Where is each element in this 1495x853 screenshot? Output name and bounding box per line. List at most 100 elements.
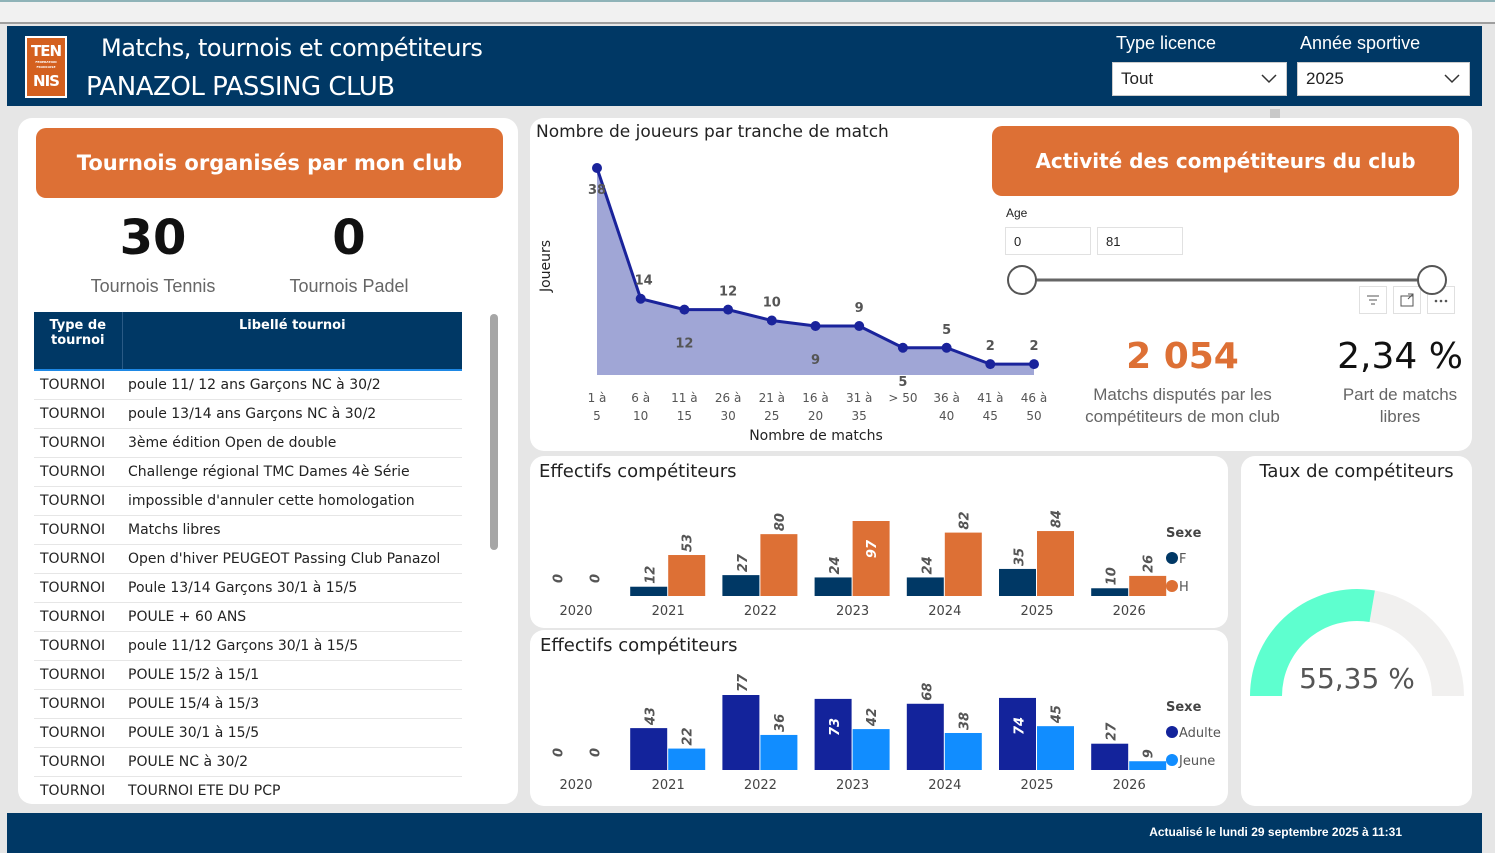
data-point[interactable] bbox=[592, 163, 602, 173]
resize-handle[interactable] bbox=[1270, 109, 1280, 120]
data-point[interactable] bbox=[766, 315, 777, 326]
data-label: 0 bbox=[552, 574, 567, 583]
data-point[interactable] bbox=[635, 293, 646, 304]
x-tick-label: 2023 bbox=[836, 778, 869, 793]
age-max-input[interactable]: 81 bbox=[1097, 227, 1183, 255]
data-point[interactable] bbox=[723, 304, 734, 315]
bar-jeune[interactable] bbox=[1129, 761, 1167, 770]
bar-jeune[interactable] bbox=[944, 732, 982, 770]
table-row[interactable]: TOURNOI POULE 15/2 à 15/1 bbox=[34, 660, 462, 690]
table-scrollbar[interactable] bbox=[490, 314, 498, 550]
legend-label[interactable]: Adulte bbox=[1179, 726, 1221, 741]
age-min-handle[interactable] bbox=[1007, 265, 1037, 295]
x-tick-label: 2022 bbox=[744, 778, 777, 793]
cell-libelle: POULE 15/2 à 15/1 bbox=[122, 660, 462, 690]
matchs-libres-value: 2,34 % bbox=[1337, 336, 1463, 377]
bar-f[interactable] bbox=[722, 575, 760, 596]
bar-h[interactable] bbox=[668, 555, 706, 596]
table-row[interactable]: TOURNOI poule 11/12 Garçons 30/1 à 15/5 bbox=[34, 631, 462, 661]
tournois-tennis-value: 30 bbox=[119, 210, 187, 266]
table-row[interactable]: TOURNOI POULE NC à 30/2 bbox=[34, 747, 462, 777]
table-row[interactable]: TOURNOI Open d'hiver PEUGEOT Passing Club… bbox=[34, 544, 462, 574]
table-row[interactable]: TOURNOI TOURNOI ETE DU PCP bbox=[34, 776, 462, 806]
type-licence-value: Tout bbox=[1121, 69, 1154, 88]
cell-libelle: Matchs libres bbox=[122, 515, 462, 545]
matchs-disputes-label: Matchs disputés par les compétiteurs de … bbox=[1070, 384, 1295, 428]
bar-f[interactable] bbox=[1091, 588, 1129, 596]
bar-f[interactable] bbox=[999, 568, 1036, 596]
data-label: 14 bbox=[635, 274, 653, 289]
x-tick-label: 2020 bbox=[559, 604, 592, 619]
focus-mode-icon[interactable] bbox=[1393, 286, 1421, 314]
annee-dropdown[interactable]: 2025 bbox=[1297, 62, 1470, 96]
bar-f[interactable] bbox=[906, 577, 944, 596]
bar-f[interactable] bbox=[630, 586, 668, 596]
filter-icon[interactable] bbox=[1359, 286, 1387, 314]
table-row[interactable]: TOURNOI POULE 15/4 à 15/3 bbox=[34, 689, 462, 719]
legend-marker[interactable] bbox=[1166, 726, 1178, 738]
data-label: 73 bbox=[828, 718, 843, 736]
data-label: 45 bbox=[1050, 705, 1065, 724]
table-row[interactable]: TOURNOI Matchs libres bbox=[34, 515, 462, 545]
table-row[interactable]: TOURNOI poule 11/ 12 ans Garçons NC à 30/… bbox=[34, 370, 462, 400]
table-row[interactable]: TOURNOI impossible d'annuler cette homolo… bbox=[34, 486, 462, 516]
bar-adulte[interactable] bbox=[906, 703, 944, 770]
bar-jeune[interactable] bbox=[852, 729, 890, 770]
x-axis-title: Nombre de matchs bbox=[749, 428, 883, 444]
age-min-input[interactable]: 0 bbox=[1005, 227, 1091, 255]
data-point[interactable] bbox=[854, 320, 865, 331]
bar-h[interactable] bbox=[1129, 575, 1167, 596]
data-label: 12 bbox=[675, 337, 693, 352]
data-label: 12 bbox=[719, 285, 737, 300]
legend-label[interactable]: F bbox=[1179, 552, 1186, 567]
data-label: 10 bbox=[1105, 567, 1120, 585]
bar-jeune[interactable] bbox=[760, 734, 798, 770]
data-point[interactable] bbox=[1029, 359, 1039, 370]
cell-libelle: poule 11/12 Garçons 30/1 à 15/5 bbox=[122, 631, 462, 661]
bar-adulte[interactable] bbox=[722, 695, 760, 770]
logo-text-top: TEN bbox=[30, 42, 62, 60]
table-row[interactable]: TOURNOI Challenge régional TMC Dames 4è S… bbox=[34, 457, 462, 487]
table-row[interactable]: TOURNOI Poule 13/14 Garçons 30/1 à 15/5 bbox=[34, 573, 462, 603]
x-tick-label: 2025 bbox=[1020, 604, 1053, 619]
matchs-libres-label: Part de matchs libres bbox=[1320, 384, 1480, 428]
data-point[interactable] bbox=[941, 342, 952, 353]
legend-marker[interactable] bbox=[1166, 552, 1178, 564]
legend-label[interactable]: H bbox=[1179, 580, 1189, 595]
data-point[interactable] bbox=[679, 304, 690, 315]
bar-h[interactable] bbox=[1037, 531, 1074, 596]
type-licence-dropdown[interactable]: Tout bbox=[1112, 62, 1287, 96]
column-header-libelle[interactable]: Libellé tournoi bbox=[122, 312, 462, 371]
bar-h[interactable] bbox=[760, 534, 798, 596]
legend-marker[interactable] bbox=[1166, 754, 1178, 766]
column-header-type[interactable]: Type de tournoi bbox=[34, 312, 123, 371]
data-point[interactable] bbox=[810, 320, 821, 331]
bar-adulte[interactable] bbox=[814, 698, 852, 770]
table-row[interactable]: TOURNOI 3ème édition Open de double bbox=[34, 428, 462, 458]
bar-adulte[interactable] bbox=[999, 697, 1036, 770]
bar-f[interactable] bbox=[814, 577, 852, 596]
x-tick-label: 2021 bbox=[652, 604, 685, 619]
gauge-track bbox=[1369, 590, 1464, 696]
data-point[interactable] bbox=[985, 359, 996, 370]
age-max-handle[interactable] bbox=[1417, 265, 1447, 295]
legend-label[interactable]: Jeune bbox=[1178, 754, 1215, 769]
bar-adulte[interactable] bbox=[630, 728, 668, 770]
bar-adulte[interactable] bbox=[1091, 743, 1129, 770]
bar-jeune[interactable] bbox=[668, 748, 706, 770]
bar-h[interactable] bbox=[852, 521, 890, 596]
data-label: 53 bbox=[681, 534, 696, 552]
legend-marker[interactable] bbox=[1166, 580, 1178, 592]
table-row[interactable]: TOURNOI POULE + 60 ANS bbox=[34, 602, 462, 632]
data-point[interactable] bbox=[897, 342, 908, 353]
bar-jeune[interactable] bbox=[1037, 726, 1074, 770]
data-label: 24 bbox=[920, 556, 935, 574]
age-range-slider[interactable] bbox=[1004, 263, 1450, 297]
data-label: 0 bbox=[589, 748, 604, 757]
table-row[interactable]: TOURNOI poule 13/14 ans Garçons NC à 30/2 bbox=[34, 399, 462, 429]
table-row[interactable]: TOURNOI POULE 30/1 à 15/5 bbox=[34, 718, 462, 748]
tournois-padel-value: 0 bbox=[332, 210, 366, 266]
tournois-banner: Tournois organisés par mon club bbox=[36, 128, 503, 198]
annee-label: Année sportive bbox=[1300, 33, 1421, 53]
bar-h[interactable] bbox=[944, 532, 982, 596]
